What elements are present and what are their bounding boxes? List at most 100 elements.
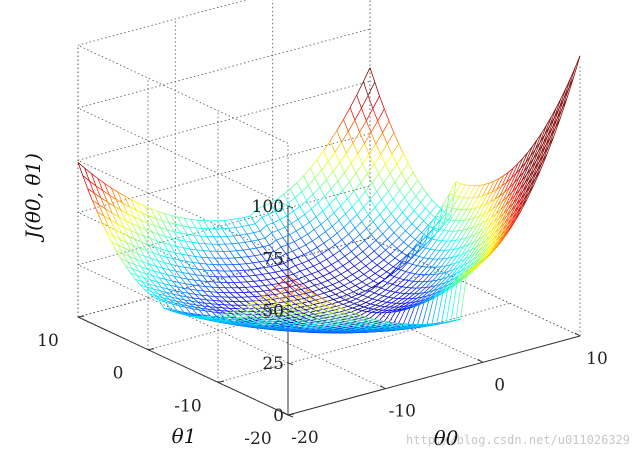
mesh-segment — [304, 214, 310, 223]
mesh-segment — [444, 275, 452, 283]
mesh-segment — [358, 199, 364, 208]
mesh-segment — [134, 263, 142, 268]
mesh-segment — [365, 120, 372, 133]
mesh-segment — [308, 177, 316, 186]
mesh-segment — [323, 150, 329, 162]
mesh-segment — [399, 260, 405, 265]
mesh-segment — [469, 217, 475, 220]
mesh-segment — [340, 198, 348, 207]
mesh-segment — [321, 249, 329, 254]
mesh-segment — [358, 316, 366, 319]
mesh-segment — [338, 315, 345, 319]
mesh-segment — [549, 107, 557, 127]
mesh-segment — [299, 270, 306, 277]
mesh-segment — [399, 277, 404, 280]
mesh-segment — [176, 300, 183, 303]
mesh-segment — [403, 279, 409, 281]
mesh-segment — [150, 279, 156, 286]
mesh-segment — [119, 239, 126, 249]
mesh-segment — [292, 314, 300, 318]
mesh-segment — [298, 293, 304, 298]
mesh-segment — [307, 289, 315, 295]
mesh-segment — [484, 182, 490, 185]
mesh-segment — [317, 317, 323, 320]
mesh-segment — [172, 258, 179, 267]
mesh-segment — [217, 304, 223, 309]
mesh-segment — [337, 180, 343, 191]
mesh-segment — [490, 198, 496, 203]
mesh-segment — [460, 228, 468, 240]
mesh-segment — [260, 311, 266, 315]
mesh-segment — [320, 280, 328, 284]
mesh-segment — [324, 264, 332, 269]
mesh-segment — [393, 261, 401, 267]
mesh-segment — [389, 274, 395, 277]
mesh-segment — [139, 247, 147, 252]
mesh-segment — [341, 131, 349, 143]
mesh-segment — [306, 200, 312, 210]
mesh-segment — [484, 217, 492, 230]
mesh-segment — [312, 187, 321, 195]
mesh-segment — [175, 270, 183, 273]
mesh-segment — [362, 319, 370, 322]
mesh-segment — [449, 193, 455, 196]
mesh-segment — [143, 277, 151, 281]
mesh-segment — [258, 312, 266, 316]
mesh-segment — [400, 298, 409, 304]
mesh-segment — [185, 240, 192, 243]
mesh-segment — [172, 258, 180, 261]
mesh-segment — [339, 245, 347, 252]
mesh-segment — [149, 263, 157, 267]
mesh-segment — [276, 313, 282, 317]
mesh-segment — [293, 273, 299, 280]
mesh-segment — [322, 301, 329, 305]
mesh-segment — [198, 285, 206, 287]
mesh-segment — [377, 220, 385, 229]
mesh-segment — [145, 273, 153, 277]
mesh-segment — [182, 225, 190, 228]
mesh-segment — [129, 206, 137, 211]
mesh-segment — [304, 300, 312, 305]
mesh-segment — [212, 311, 219, 314]
mesh-segment — [146, 222, 153, 233]
mesh-segment — [423, 220, 429, 226]
mesh-segment — [303, 167, 311, 176]
mesh-segment — [245, 263, 252, 270]
mesh-segment — [332, 162, 341, 172]
mesh-segment — [311, 270, 319, 275]
mesh-segment — [306, 268, 312, 275]
mesh-segment — [327, 161, 334, 172]
mesh-segment — [459, 251, 468, 262]
mesh-segment — [148, 244, 156, 248]
mesh-segment — [368, 207, 376, 215]
mesh-segment — [108, 226, 114, 237]
mesh-segment — [351, 319, 359, 322]
mesh-segment — [343, 324, 349, 327]
theta1-tick-minus20: -20 — [244, 429, 271, 449]
mesh-segment — [485, 229, 493, 241]
mesh-segment — [315, 312, 321, 316]
mesh-segment — [392, 278, 400, 285]
mesh-segment — [276, 315, 284, 319]
mesh-segment — [391, 237, 400, 245]
mesh-segment — [288, 303, 296, 306]
mesh-segment — [482, 193, 488, 197]
mesh-segment — [378, 173, 384, 183]
mesh-segment — [197, 301, 205, 304]
mesh-segment — [245, 286, 252, 288]
mesh-segment — [228, 228, 234, 237]
mesh-segment — [530, 139, 538, 157]
mesh-segment — [433, 227, 440, 230]
mesh-segment — [302, 221, 310, 228]
mesh-segment — [357, 143, 365, 154]
mesh-segment — [385, 153, 393, 165]
mesh-segment — [329, 130, 338, 142]
mesh-segment — [403, 272, 411, 280]
mesh-segment — [416, 228, 422, 233]
mesh-segment — [407, 293, 415, 300]
mesh-segment — [251, 239, 259, 242]
mesh-segment — [209, 250, 216, 259]
mesh-segment — [344, 251, 352, 257]
mesh-segment — [256, 208, 263, 218]
mesh-segment — [373, 276, 381, 282]
